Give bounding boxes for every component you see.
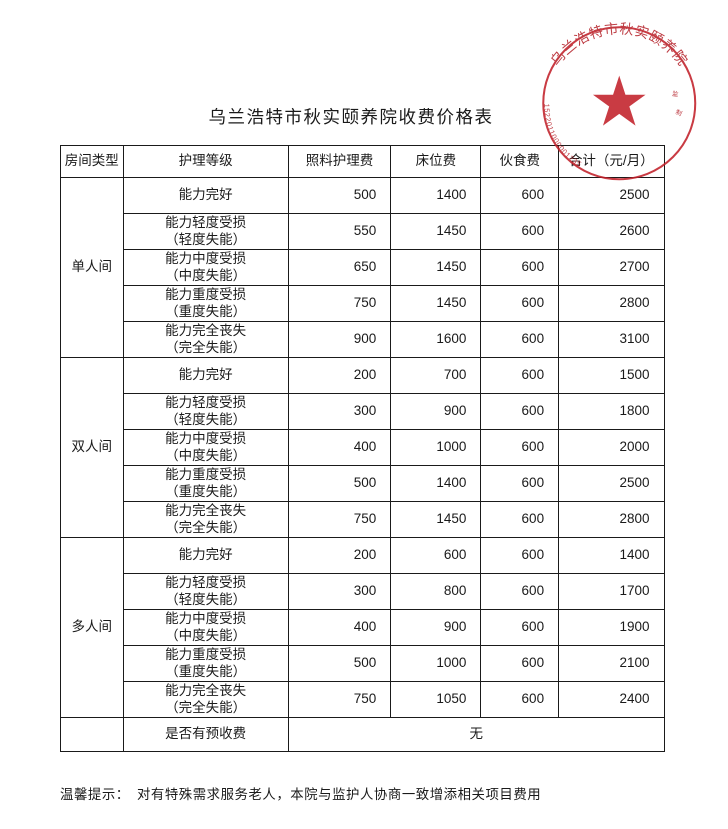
- svg-text:制: 制: [674, 107, 684, 118]
- svg-text:监: 监: [671, 88, 679, 98]
- svg-text:1522011000001235: 1522011000001235: [542, 103, 583, 168]
